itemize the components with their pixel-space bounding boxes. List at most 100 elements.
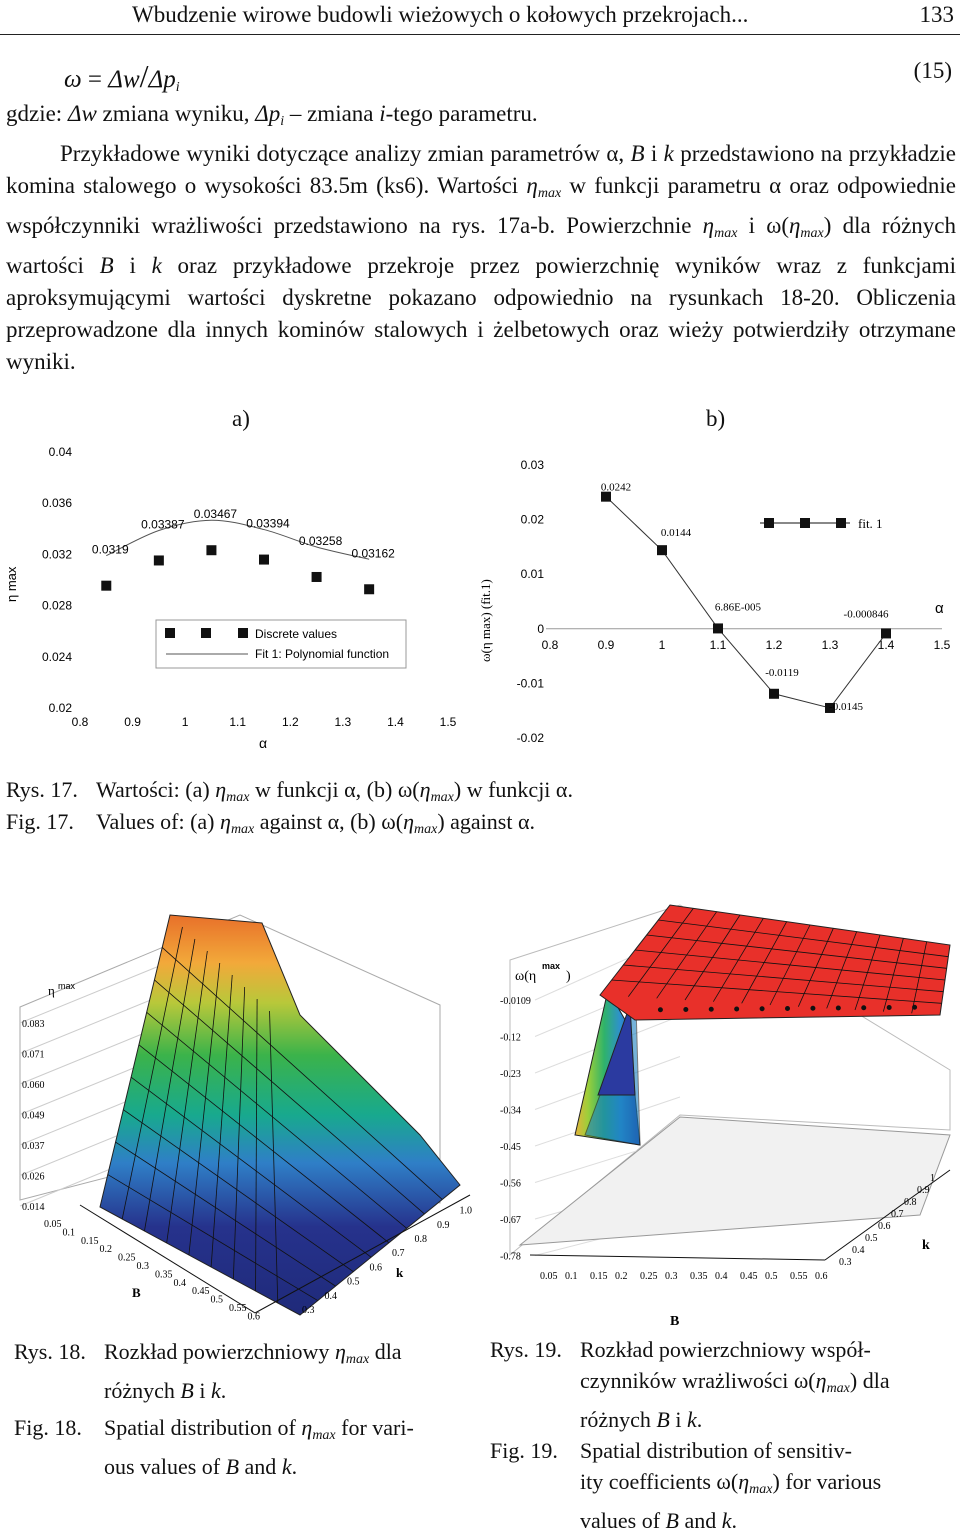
ytick-label: 0: [537, 622, 544, 636]
fig17-caption-pl: Rys. 17. Wartości: (a) ηmax w funkcji α, …: [6, 777, 573, 805]
mesh-line: [107, 1174, 318, 1301]
data-point: [364, 584, 375, 595]
ytick-label: 0.024: [42, 650, 72, 664]
ztick-label: 0.037: [22, 1141, 45, 1152]
btick-label: 0.4: [174, 1278, 187, 1289]
ktick-label: 0.4: [325, 1291, 338, 1302]
ytick-label: 0.02: [49, 701, 73, 715]
ztick-label: -0.34: [500, 1106, 521, 1117]
mesh-line: [161, 947, 443, 1200]
surface-plot-19: ω(η max ) -0.0109 -0.12 -0.23 -0.34 -0.45 -0.…: [500, 904, 951, 1329]
chart-17a: 0.04 0.036 0.032 0.028 0.024 0.020.8 0.9 1 1.1 1.…: [4, 445, 457, 751]
data-point: [101, 580, 112, 591]
eq-omega: ω: [64, 66, 82, 93]
mesh-node: [810, 1005, 816, 1011]
data-point: [657, 545, 667, 556]
fig17-caption-en: Fig. 17. Values of: (a) ηmax against α, (…: [6, 809, 535, 837]
ytick-label: 0.02: [521, 513, 545, 527]
ztick-label: 0.049: [22, 1111, 45, 1122]
btick-label: 0.3: [137, 1261, 150, 1272]
legend-fit1-m2: [800, 518, 810, 528]
ztick-label: -0.12: [500, 1033, 521, 1044]
ytick-label: 0.01: [521, 567, 545, 581]
header-title: Wbudzenie wirowe budowli wieżowych o koł…: [132, 2, 749, 27]
paragraph-1: Przykładowe wyniki dotyczące analizy zmi…: [6, 141, 957, 374]
btick-label: 0.6: [248, 1311, 261, 1322]
mesh-line: [255, 998, 258, 1292]
xtick-label: 0.9: [124, 715, 141, 729]
mesh-node: [657, 1007, 663, 1013]
mesh-line: [138, 1044, 390, 1244]
mesh-line: [634, 949, 946, 981]
data-point: [881, 628, 891, 639]
page-number: 133: [919, 2, 955, 27]
ztick-label: 0.014: [22, 1202, 45, 1213]
fig18-b-axis: [79, 1204, 256, 1314]
btick-label: 0.55: [229, 1303, 247, 1314]
ytick-label: -0.02: [517, 731, 545, 745]
data-point: [206, 545, 217, 556]
mesh-node: [759, 1006, 765, 1012]
ytick-label: 0.032: [42, 547, 72, 561]
fit-line: [605, 496, 887, 709]
ktick-label: 0.4: [852, 1245, 865, 1256]
data-point: [311, 571, 322, 582]
data-label: 0.0242: [601, 482, 631, 494]
gdzie-line: gdzie: Δw zmiana wyniku, Δpi – zmiana i-…: [6, 101, 538, 129]
btick-label: 0.15: [81, 1236, 99, 1247]
data-label: 0.03467: [194, 507, 238, 521]
ytick-label: 0.028: [42, 599, 72, 613]
data-label: 0.03394: [246, 517, 290, 531]
fig18-surface: [99, 914, 461, 1316]
xtick-label: 1.5: [440, 715, 457, 729]
mesh-line: [646, 934, 947, 969]
legend-fit1: fit. 1: [858, 516, 883, 531]
mesh-node: [835, 1005, 841, 1011]
ytick-label: -0.01: [517, 676, 545, 690]
xtick-label: 1.2: [282, 715, 299, 729]
xtick-label: 1.1: [710, 638, 727, 652]
mesh-node: [708, 1006, 714, 1012]
ytick-label: 0.03: [521, 458, 545, 472]
fig19-caption: Rys. 19. Rozkład powierzchniowy współ- cz…: [490, 1337, 890, 1533]
panel-a-label: a): [232, 406, 250, 431]
legend-marker-3: [238, 628, 248, 638]
eq-numerator: Δw: [108, 66, 140, 93]
chart-17b-xlabel: α: [935, 600, 944, 617]
data-point: [769, 688, 779, 699]
fig19-zlabel-sup: max: [542, 961, 560, 971]
btick-label: 0.25: [118, 1253, 136, 1264]
btick-label: 0.05: [44, 1219, 62, 1230]
btick-label: 0.2: [100, 1244, 113, 1255]
ztick-label: 0.026: [22, 1172, 45, 1183]
ktick-label: 1.0: [460, 1206, 473, 1217]
fig18-zlabel: η: [48, 983, 55, 998]
mesh-node: [785, 1006, 790, 1011]
chart-17a-ylabel: η max: [4, 566, 19, 602]
ktick-label: 0.6: [370, 1262, 383, 1273]
mesh-line: [166, 950, 208, 1244]
ktick-label: 0.9: [437, 1220, 450, 1231]
ztick-label: -0.78: [500, 1252, 521, 1263]
ztick-label: -0.56: [500, 1179, 521, 1190]
btick-label: 0.45: [740, 1271, 758, 1282]
ztick-label: -0.67: [500, 1215, 521, 1226]
fig19-blabel: B: [670, 1314, 679, 1329]
btick-label: 0.5: [211, 1295, 224, 1306]
legend-marker-1: [165, 628, 175, 638]
data-label: 0.03387: [141, 517, 185, 531]
mesh-line: [146, 1012, 407, 1229]
mesh-line: [123, 1109, 354, 1272]
fig19-zlabel-end: ): [566, 969, 571, 984]
ztick-label: -0.45: [500, 1142, 521, 1153]
ytick-label: 0.04: [49, 445, 73, 459]
btick-label: 0.45: [192, 1286, 210, 1297]
btick-label: 0.5: [765, 1271, 778, 1282]
legend-fit1-m3: [836, 518, 846, 528]
ztick-label: 0.083: [22, 1019, 45, 1030]
eq-den-sub: i: [175, 80, 180, 95]
xtick-label: 1: [659, 638, 666, 652]
ztick-label: 0.060: [22, 1080, 45, 1091]
fig19-k-axis: [824, 1169, 951, 1261]
legend-fit1-m1: [764, 518, 774, 528]
